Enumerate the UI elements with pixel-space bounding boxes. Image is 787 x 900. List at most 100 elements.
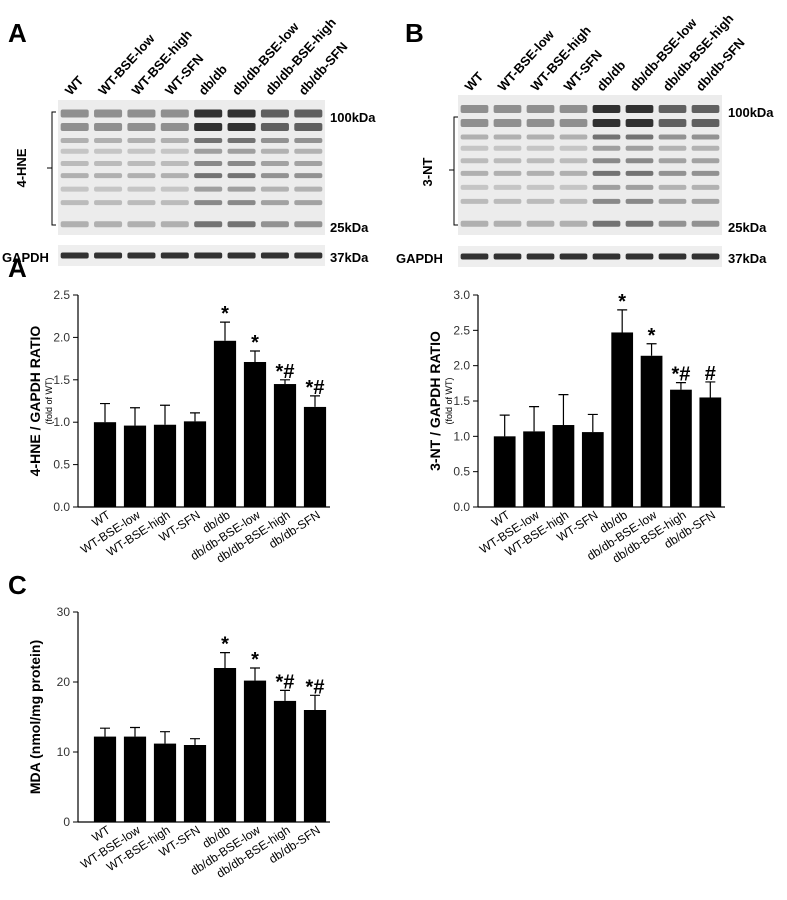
- blot-band: [559, 105, 588, 113]
- blot-band: [127, 148, 156, 154]
- protein-label: 3-NT: [420, 157, 435, 186]
- blot-band: [526, 119, 555, 127]
- y-tick-label: 30: [57, 605, 71, 619]
- blot-band: [460, 158, 489, 164]
- y-tick-label: 0.5: [453, 465, 470, 479]
- significance-label: *#: [306, 676, 325, 698]
- blot-band: [559, 145, 588, 151]
- blot-band: [460, 220, 489, 227]
- blot-band: [60, 109, 89, 118]
- gapdh-band: [160, 252, 189, 259]
- significance-label: #: [705, 363, 716, 385]
- error-bar: [280, 379, 290, 385]
- bar: [153, 743, 177, 822]
- error-bar: [160, 404, 170, 425]
- error-bar: [617, 309, 628, 333]
- blot-band: [294, 221, 323, 228]
- error-bar: [220, 321, 230, 341]
- blot-band: [658, 158, 687, 164]
- y-tick-label: 1.0: [453, 429, 470, 443]
- gapdh-band: [493, 253, 522, 260]
- blot-band: [94, 186, 123, 192]
- blot-band: [127, 160, 156, 166]
- significance-label: *#: [276, 361, 295, 383]
- blot-band: [493, 184, 522, 190]
- bar: [273, 384, 297, 507]
- blot-band: [526, 158, 555, 164]
- gapdh-band: [94, 252, 123, 259]
- y-tick-label: 2.5: [453, 323, 470, 337]
- blot-band: [658, 145, 687, 151]
- y-axis-note: (fold of WT): [444, 377, 454, 424]
- protein-label: 4-HNE: [14, 148, 29, 187]
- y-tick-label: 20: [57, 675, 71, 689]
- gapdh-band: [592, 253, 621, 260]
- bar: [552, 425, 575, 507]
- bar: [523, 431, 545, 507]
- blot-band: [260, 186, 289, 192]
- blot-band: [526, 145, 555, 151]
- blot-band: [94, 173, 123, 179]
- blot-band: [127, 221, 156, 228]
- gapdh-band: [294, 252, 323, 259]
- loading-marker: 37kDa: [330, 250, 369, 265]
- significance-label: *#: [276, 671, 295, 693]
- blot-band: [194, 221, 223, 228]
- blot-band: [559, 198, 588, 204]
- blot-band: [127, 109, 156, 118]
- blot-band: [294, 109, 323, 118]
- bar: [183, 745, 207, 822]
- blot-band: [658, 119, 687, 127]
- blot-band: [127, 123, 156, 131]
- bar: [303, 710, 327, 822]
- blot-band: [260, 200, 289, 206]
- blot-band: [227, 160, 256, 166]
- blot-bracket: [47, 111, 56, 226]
- blot-band: [460, 198, 489, 204]
- blot-band: [60, 186, 89, 192]
- blot-band: [592, 119, 621, 127]
- blot-band: [294, 148, 323, 154]
- blot-band: [493, 220, 522, 227]
- blot-band: [592, 198, 621, 204]
- blot-image: [458, 95, 722, 235]
- y-tick-label: 10: [57, 745, 71, 759]
- blot-band: [260, 160, 289, 166]
- gapdh-band: [658, 253, 687, 260]
- blot-band: [625, 184, 654, 190]
- blot-band: [160, 109, 189, 118]
- blot-band: [160, 148, 189, 154]
- blot-band: [160, 200, 189, 206]
- blot-band: [94, 138, 123, 143]
- blot-band: [460, 119, 489, 127]
- blot-band: [526, 105, 555, 113]
- significance-label: *: [648, 325, 656, 347]
- y-tick-label: 0.0: [453, 500, 470, 514]
- blot-band: [260, 148, 289, 154]
- blot-band: [60, 123, 89, 131]
- blot-band: [160, 160, 189, 166]
- error-bar: [558, 394, 569, 426]
- error-bar: [646, 343, 657, 356]
- blot-band: [294, 200, 323, 206]
- gapdh-band: [194, 252, 223, 259]
- bar: [303, 406, 327, 507]
- error-bar: [100, 402, 110, 423]
- blot-band: [260, 221, 289, 228]
- error-bar: [705, 381, 716, 398]
- blot-band: [127, 200, 156, 206]
- blot-band: [625, 220, 654, 227]
- blot-band: [194, 138, 223, 143]
- blot-band: [691, 145, 720, 151]
- gapdh-band: [526, 253, 555, 260]
- blot-band: [625, 145, 654, 151]
- gapdh-band: [691, 253, 720, 260]
- loading-marker: 37kDa: [728, 251, 767, 266]
- significance-label: *: [221, 634, 229, 656]
- blot-band: [625, 105, 654, 113]
- significance-label: *#: [306, 377, 325, 399]
- blot-band: [260, 173, 289, 179]
- blot-band: [559, 158, 588, 164]
- blot-band: [658, 220, 687, 227]
- blot-band: [260, 109, 289, 118]
